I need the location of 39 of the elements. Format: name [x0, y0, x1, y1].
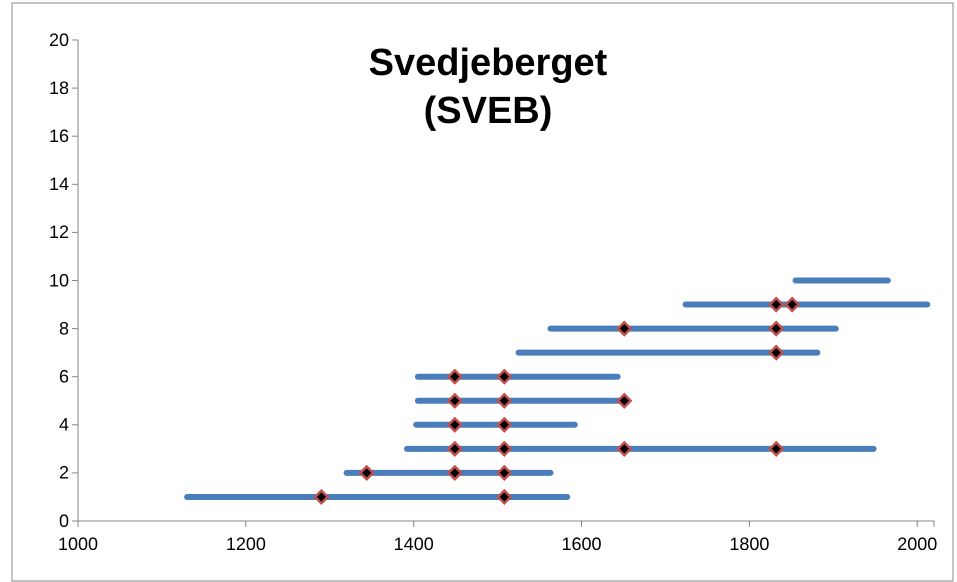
y-tick-label: 0: [58, 510, 69, 531]
point: [447, 465, 462, 480]
point: [616, 393, 632, 408]
point: [784, 296, 800, 312]
y-tick-label: 20: [48, 30, 69, 50]
point: [616, 441, 632, 456]
x-tick-label: 1600: [562, 534, 602, 554]
x-tick-label: 2000: [897, 534, 938, 554]
y-tick-label: 8: [58, 318, 69, 338]
point: [314, 489, 329, 505]
x-tick-label: 1000: [58, 534, 98, 554]
x-tick-label: 1200: [226, 534, 266, 554]
point: [616, 321, 632, 336]
point: [768, 345, 784, 360]
y-tick-label: 18: [48, 78, 69, 98]
point: [447, 369, 462, 384]
point: [768, 441, 784, 456]
point: [447, 393, 462, 408]
text: Svedjeberget (SVEB): [368, 42, 608, 132]
y-tick-label: 6: [58, 366, 69, 386]
point: [359, 465, 374, 480]
y-tick-label: 4: [58, 414, 69, 435]
point: [768, 321, 784, 336]
point: [447, 417, 462, 432]
point: [496, 441, 512, 456]
y-tick-label: 14: [48, 174, 69, 194]
point: [496, 489, 512, 505]
x-tick-label: 1800: [729, 534, 770, 554]
point: [768, 296, 784, 312]
y-tick-label: 12: [48, 222, 69, 242]
point: [496, 369, 512, 384]
y-tick-label: 2: [58, 462, 69, 483]
point: [496, 465, 512, 480]
point: [447, 441, 462, 456]
x-tick-label: 1400: [394, 534, 434, 554]
y-tick-label: 16: [48, 126, 69, 146]
point: [496, 393, 512, 408]
y-tick-label: 10: [48, 270, 69, 290]
point: [496, 417, 512, 432]
